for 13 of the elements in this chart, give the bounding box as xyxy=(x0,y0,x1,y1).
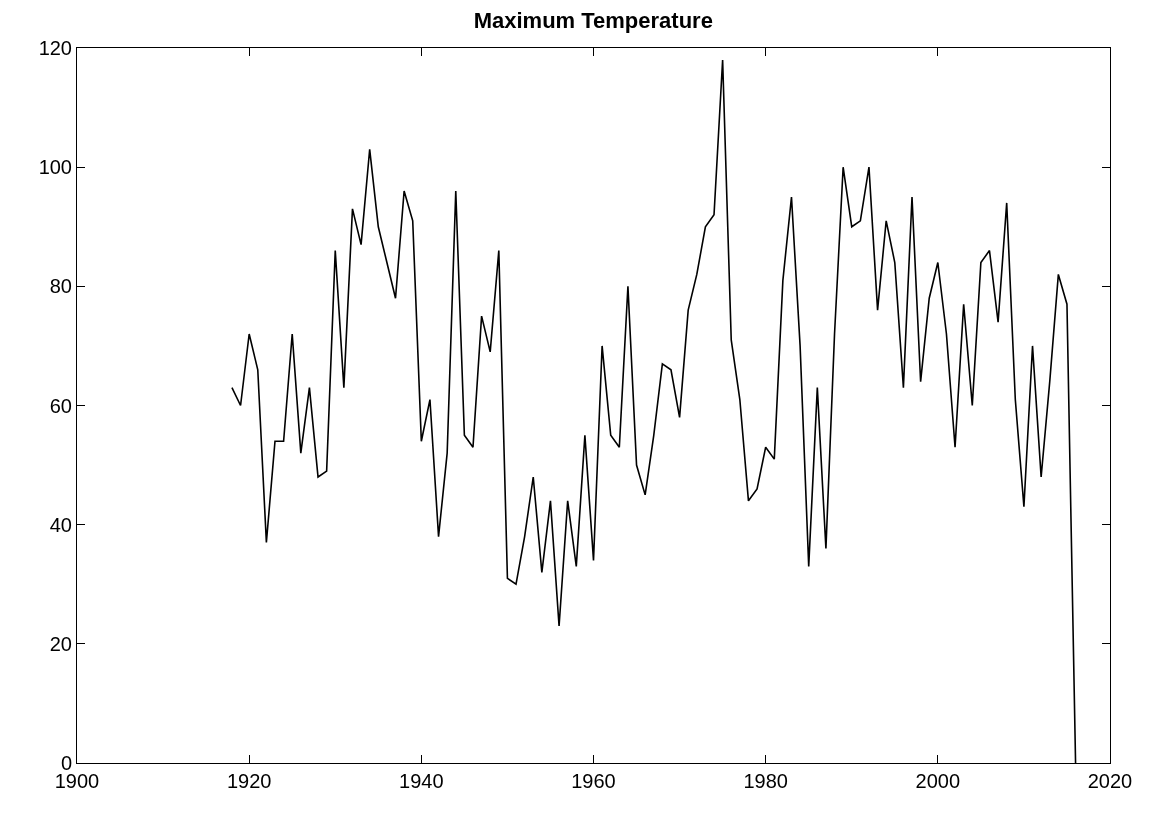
x-tick-label: 1980 xyxy=(743,770,788,792)
x-tick-label: 1940 xyxy=(399,770,444,792)
y-tick-label: 40 xyxy=(49,513,72,536)
x-tick-label: 1960 xyxy=(571,770,616,792)
y-tick-label: 120 xyxy=(38,37,72,59)
y-tick-label: 100 xyxy=(38,156,72,179)
x-tick-label: 2020 xyxy=(1087,770,1133,792)
y-tick-label: 80 xyxy=(49,275,72,298)
y-tick-label: 60 xyxy=(49,394,72,417)
chart-title: Maximum Temperature xyxy=(473,7,713,33)
y-tick-label: 20 xyxy=(49,632,72,655)
x-tick-label: 1920 xyxy=(226,770,272,792)
x-tick-label: 2000 xyxy=(915,770,961,792)
